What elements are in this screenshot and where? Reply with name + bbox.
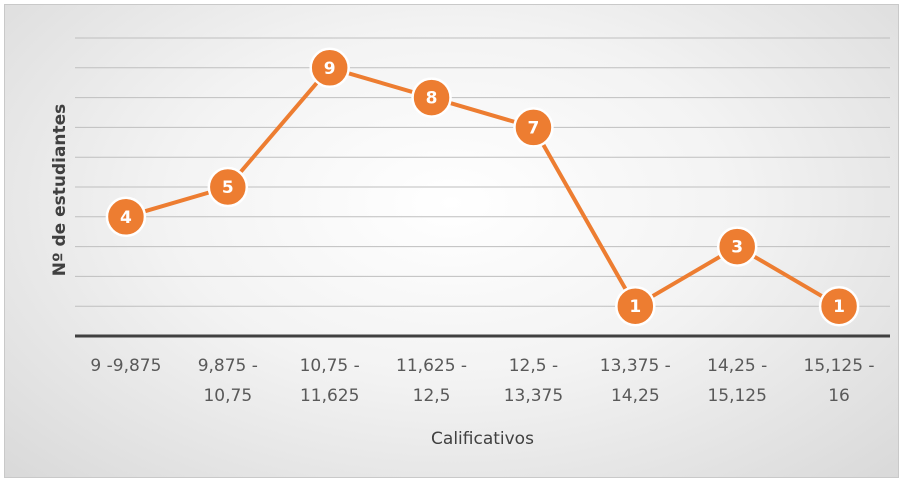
x-tick-label: 14,25 -15,125: [707, 356, 767, 406]
x-tick-labels: 9 -9,875 9,875 -10,75 10,75 -11,625 11,625 …: [90, 356, 874, 406]
data-label: 8: [426, 89, 438, 109]
x-tick-label: 9,875 -10,75: [198, 356, 258, 406]
data-label: 7: [528, 118, 540, 138]
data-point: 1: [818, 285, 860, 327]
chart-area: 4 5 9 8 7 1 3 1 9 -9,875 9,875 -10,75 10,75 -11,6…: [4, 4, 899, 478]
data-point: 5: [207, 166, 249, 208]
x-tick-label: 13,375 -14,25: [600, 356, 671, 406]
x-tick-label: 15,125 -16: [804, 356, 875, 406]
data-point: 7: [513, 107, 554, 148]
data-point: 8: [411, 77, 452, 118]
data-marker: [615, 285, 656, 327]
x-axis-title: Calificativos: [431, 429, 534, 449]
data-label: 9: [324, 59, 336, 79]
data-marker: [411, 77, 452, 118]
gridlines: [75, 37, 890, 307]
data-marker: [105, 196, 147, 238]
data-point: 3: [716, 226, 758, 267]
data-label: 3: [731, 238, 743, 258]
data-point: 1: [615, 285, 656, 327]
data-markers: 4 5 9 8 7 1 3 1: [105, 47, 860, 327]
x-tick-label: 9 -9,875: [90, 356, 161, 376]
data-marker: [207, 166, 249, 208]
y-axis-title: Nº de estudiantes: [50, 104, 70, 277]
data-marker: [309, 47, 350, 89]
x-tick-label: 10,75 -11,625: [300, 356, 360, 406]
line-chart: 4 5 9 8 7 1 3 1 9 -9,875 9,875 -10,75 10,75 -11,6…: [50, 37, 890, 449]
data-marker: [818, 285, 860, 327]
data-label: 4: [120, 208, 132, 228]
x-tick-label: 12,5 -13,375: [504, 356, 563, 406]
data-marker: [716, 226, 758, 267]
data-label: 5: [222, 178, 234, 198]
data-marker: [513, 107, 554, 148]
data-point: 4: [105, 196, 147, 238]
data-label: 1: [833, 297, 845, 317]
data-point: 9: [309, 47, 350, 89]
x-tick-label: 11,625 -12,5: [396, 356, 467, 406]
data-label: 1: [629, 297, 641, 317]
